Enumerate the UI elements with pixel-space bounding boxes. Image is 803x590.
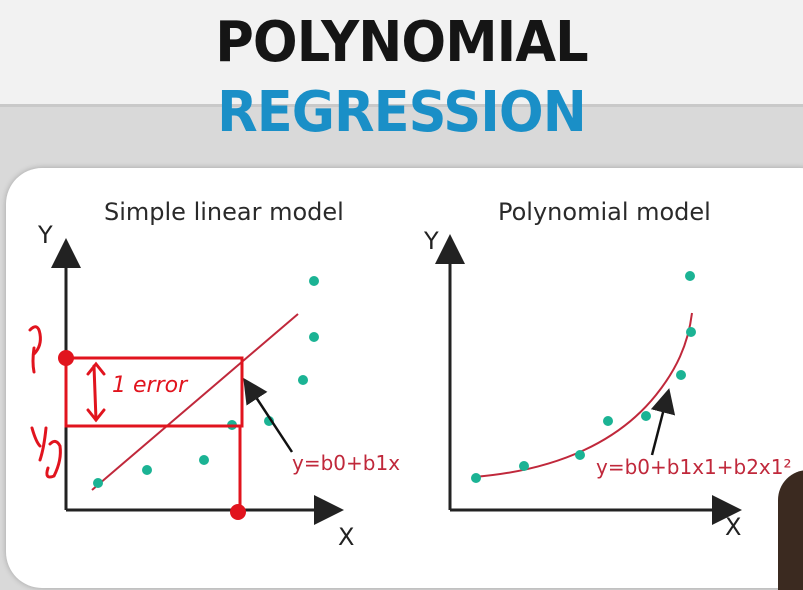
data-point	[685, 271, 695, 281]
equation-pointer-arrow	[243, 377, 294, 453]
x-marker	[230, 504, 246, 520]
left-x-axis-label: X	[338, 523, 354, 551]
linear-equation-label: y=b0+b1x	[292, 451, 400, 475]
header-banner: POLYNOMIAL REGRESSION	[0, 0, 803, 145]
data-point	[641, 411, 651, 421]
polynomial-equation-label: y=b0+b1x1+b2x1²	[596, 455, 792, 479]
data-point	[264, 416, 274, 426]
title-word-regression: REGRESSION	[217, 80, 587, 145]
left-data-points	[93, 276, 319, 488]
data-point	[471, 473, 481, 483]
left-y-axis-label: Y	[37, 221, 53, 249]
handwritten-y-mean	[30, 426, 62, 479]
right-panel-title: Polynomial model	[498, 198, 711, 226]
error-bracket-bottom	[86, 408, 106, 423]
right-y-axis-label: Y	[423, 227, 439, 255]
polynomial-fit-curve	[473, 312, 693, 478]
handwritten-y-hat	[28, 325, 42, 374]
page-title: POLYNOMIAL REGRESSION	[24, 8, 779, 148]
title-word-polynomial: POLYNOMIAL	[215, 10, 588, 75]
data-point	[603, 416, 613, 426]
left-panel-title: Simple linear model	[104, 198, 344, 226]
data-point	[519, 461, 529, 471]
handwritten-error-note: 1 error	[112, 373, 189, 398]
right-x-axis-label: X	[725, 513, 741, 541]
data-point	[93, 478, 103, 488]
slide-card	[6, 168, 803, 588]
data-point	[575, 450, 585, 460]
data-point	[309, 276, 319, 286]
error-box	[64, 356, 244, 428]
data-point	[309, 332, 319, 342]
handwritten-annotations	[28, 325, 244, 514]
data-point	[199, 455, 209, 465]
data-point	[298, 375, 308, 385]
poly-equation-pointer-arrow	[650, 388, 676, 456]
data-point	[142, 465, 152, 475]
y-hat-marker	[58, 350, 74, 366]
right-data-points	[471, 271, 696, 483]
data-point	[676, 370, 686, 380]
error-bracket-top	[86, 361, 106, 376]
data-point	[686, 327, 696, 337]
error-bracket	[92, 364, 98, 422]
linear-fit-line	[91, 313, 299, 491]
diagram-canvas: Y X y=b0+b1x 1 error Y X	[28, 221, 792, 551]
presenter-silhouette	[778, 470, 803, 590]
